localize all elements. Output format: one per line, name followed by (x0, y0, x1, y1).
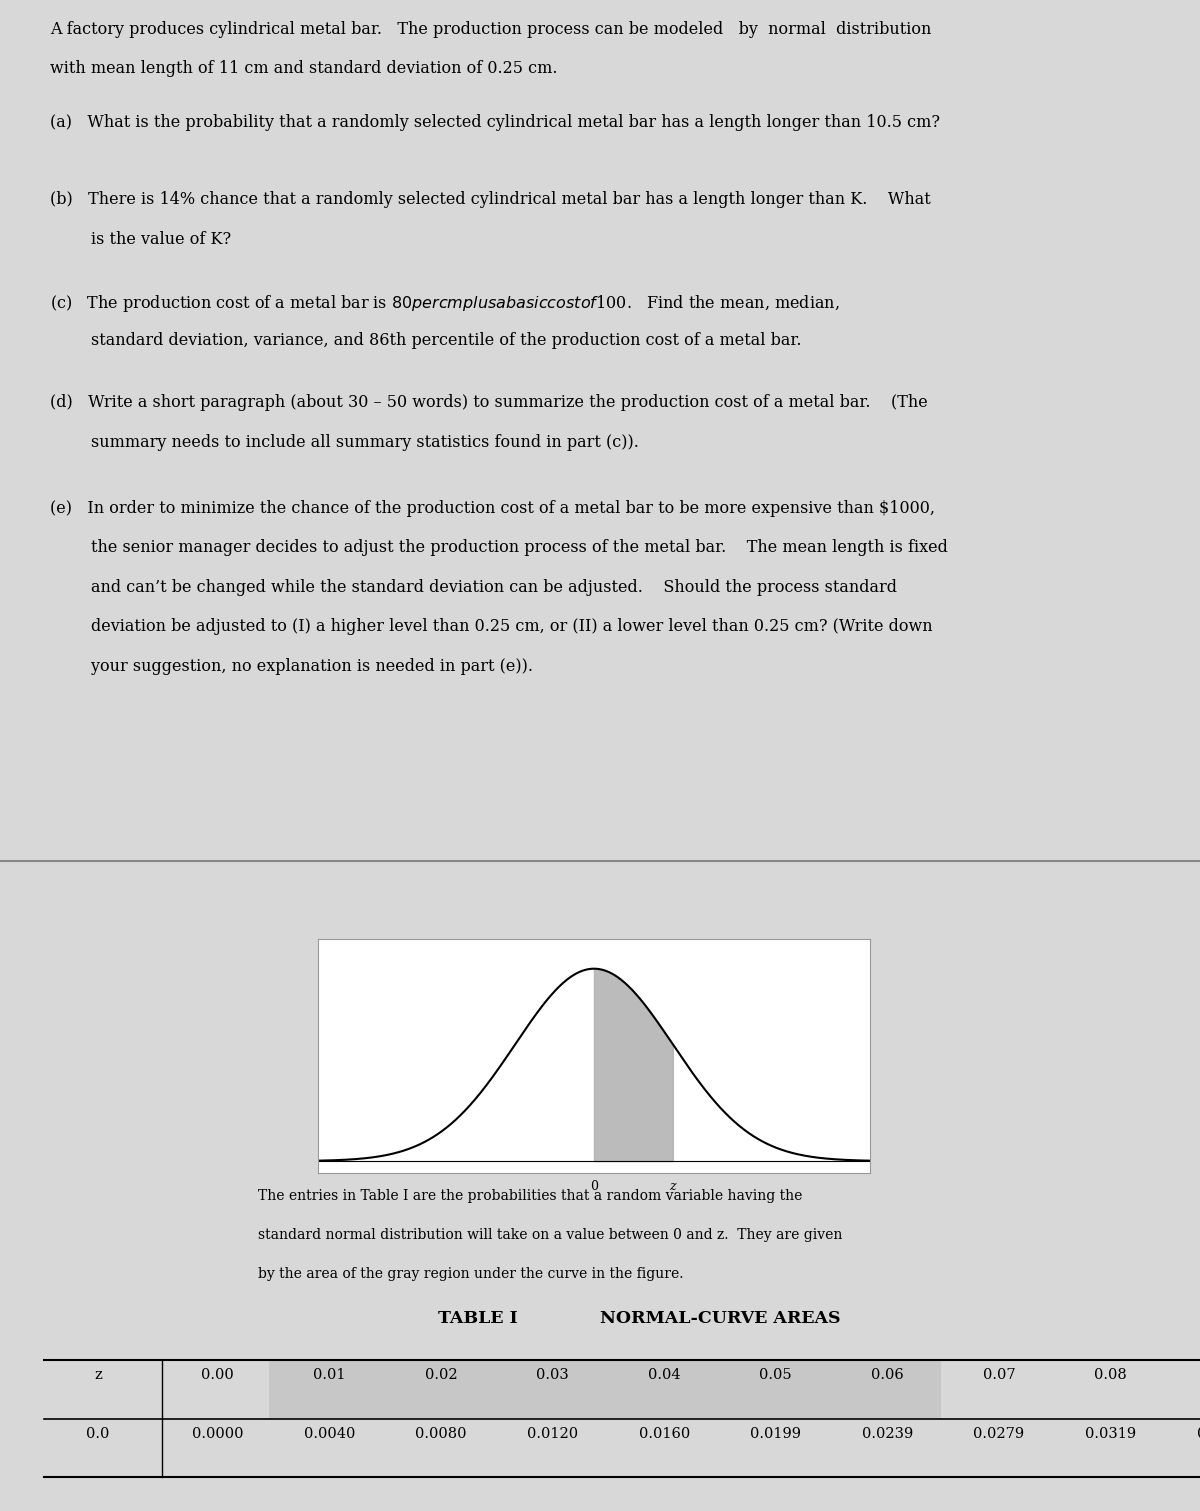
Text: 0.03: 0.03 (536, 1367, 569, 1383)
Text: 0.01: 0.01 (313, 1367, 346, 1383)
Text: (c)   The production cost of a metal bar is $80 per cm plus a basic cost of $100: (c) The production cost of a metal bar i… (50, 293, 840, 314)
Text: 0.0040: 0.0040 (304, 1426, 355, 1440)
Text: 0.0000: 0.0000 (192, 1426, 244, 1440)
Text: standard normal distribution will take on a value between 0 and z.  They are giv: standard normal distribution will take o… (258, 1228, 842, 1242)
Text: 0.07: 0.07 (983, 1367, 1015, 1383)
Text: z: z (94, 1367, 102, 1383)
Text: 0.0239: 0.0239 (862, 1426, 913, 1440)
Text: 0.0: 0.0 (86, 1426, 109, 1440)
Text: (d)   Write a short paragraph (about 30 – 50 words) to summarize the production : (d) Write a short paragraph (about 30 – … (50, 394, 928, 411)
Text: 0.0120: 0.0120 (527, 1426, 578, 1440)
Text: 0.05: 0.05 (760, 1367, 792, 1383)
Text: deviation be adjusted to (I) a higher level than 0.25 cm, or (II) a lower level : deviation be adjusted to (I) a higher le… (50, 618, 934, 636)
Text: 0.00: 0.00 (202, 1367, 234, 1383)
Text: 0.0199: 0.0199 (750, 1426, 802, 1440)
Text: (a)   What is the probability that a randomly selected cylindrical metal bar has: (a) What is the probability that a rando… (50, 113, 941, 130)
Text: (e)   In order to minimize the chance of the production cost of a metal bar to b: (e) In order to minimize the chance of t… (50, 500, 936, 517)
Text: 0.0359: 0.0359 (1196, 1426, 1200, 1440)
Text: standard deviation, variance, and 86th percentile of the production cost of a me: standard deviation, variance, and 86th p… (50, 332, 802, 349)
Text: The entries in Table I are the probabilities that a random variable having the: The entries in Table I are the probabili… (258, 1189, 803, 1203)
Text: (b)   There is 14% chance that a randomly selected cylindrical metal bar has a l: (b) There is 14% chance that a randomly … (50, 192, 931, 209)
Text: 0.0319: 0.0319 (1085, 1426, 1136, 1440)
Bar (269, 1360, 941, 1419)
Text: by the area of the gray region under the curve in the figure.: by the area of the gray region under the… (258, 1268, 684, 1281)
Text: 0: 0 (590, 1180, 598, 1194)
Text: 0.0160: 0.0160 (638, 1426, 690, 1440)
Text: and can’t be changed while the standard deviation can be adjusted.    Should the: and can’t be changed while the standard … (50, 579, 898, 595)
Text: 0.02: 0.02 (425, 1367, 457, 1383)
Text: with mean length of 11 cm and standard deviation of 0.25 cm.: with mean length of 11 cm and standard d… (50, 60, 558, 77)
Text: the senior manager decides to adjust the production process of the metal bar.   : the senior manager decides to adjust the… (50, 539, 948, 556)
Text: A factory produces cylindrical metal bar.   The production process can be modele: A factory produces cylindrical metal bar… (50, 21, 931, 38)
Text: TABLE I: TABLE I (438, 1310, 517, 1327)
Text: 0.0080: 0.0080 (415, 1426, 467, 1440)
Text: NORMAL-CURVE AREAS: NORMAL-CURVE AREAS (600, 1310, 840, 1327)
Text: your suggestion, no explanation is needed in part (e)).: your suggestion, no explanation is neede… (50, 657, 533, 675)
Text: z: z (670, 1180, 676, 1194)
Text: 0.04: 0.04 (648, 1367, 680, 1383)
Text: 0.0279: 0.0279 (973, 1426, 1025, 1440)
Text: is the value of K?: is the value of K? (50, 231, 232, 248)
Text: 0.08: 0.08 (1094, 1367, 1127, 1383)
Text: 0.06: 0.06 (871, 1367, 904, 1383)
Text: summary needs to include all summary statistics found in part (c)).: summary needs to include all summary sta… (50, 434, 640, 452)
